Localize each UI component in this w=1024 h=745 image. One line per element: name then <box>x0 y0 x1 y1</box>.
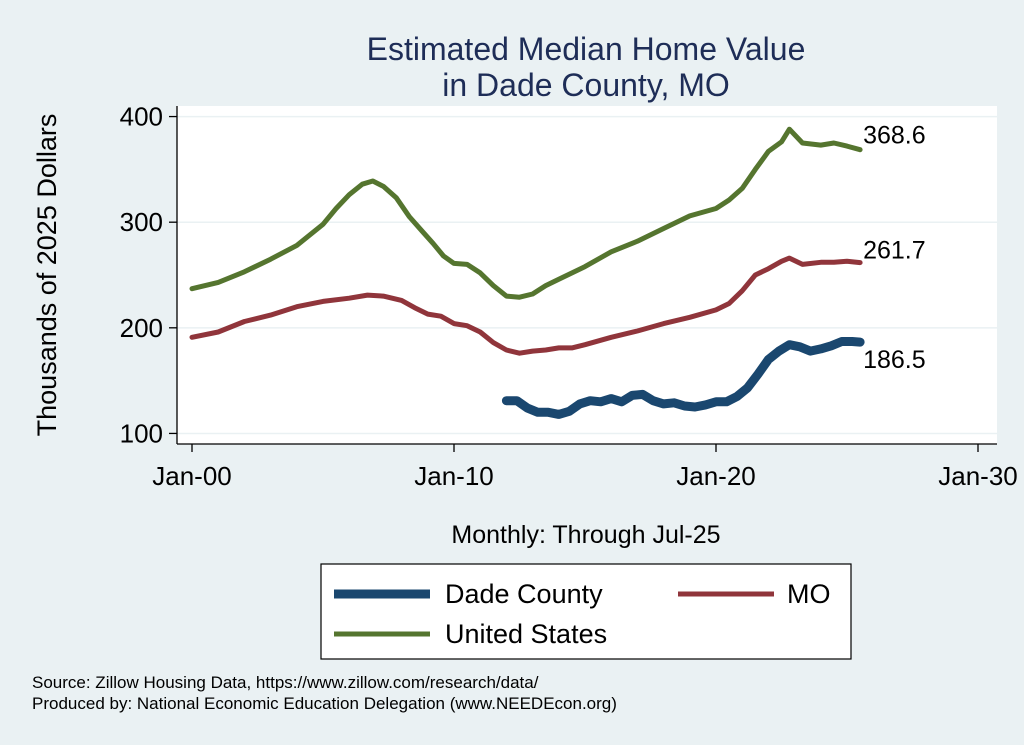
footer: Source: Zillow Housing Data, https://www… <box>32 672 617 714</box>
plot-area <box>177 106 997 444</box>
y-tick-label-200: 200 <box>120 313 163 343</box>
line-chart: Estimated Median Home Value in Dade Coun… <box>32 31 1018 660</box>
y-tick-label-100: 100 <box>120 418 163 448</box>
legend-label-mo: MO <box>787 579 831 609</box>
series-line-mo <box>189 255 863 356</box>
end-label-united-states: 368.6 <box>863 122 926 150</box>
x-tick-label-jan-10: Jan-10 <box>414 461 494 491</box>
series-line-united-states <box>189 126 863 300</box>
end-label-dade-county: 186.5 <box>863 346 926 374</box>
x-tick-label-jan-20: Jan-20 <box>676 461 756 491</box>
legend-label-dade-county: Dade County <box>445 579 603 609</box>
chart-title-line-2: in Dade County, MO <box>442 67 730 103</box>
producer-note: Produced by: National Economic Education… <box>32 694 617 713</box>
legend-label-united-states: United States <box>445 619 607 649</box>
y-tick-label-300: 300 <box>120 207 163 237</box>
x-tick-label-jan-30: Jan-30 <box>938 461 1018 491</box>
legend-box <box>320 563 852 660</box>
end-label-mo: 261.7 <box>863 237 926 265</box>
y-axis-label: Thousands of 2025 Dollars <box>32 114 62 437</box>
series-lines <box>189 126 865 419</box>
chart-title-line-1: Estimated Median Home Value <box>367 31 806 67</box>
axes: 100 200 300 400 Jan-00 Jan-10 Jan-20 Jan-30 <box>120 102 1018 491</box>
legend: Dade County MO United States <box>320 563 852 660</box>
y-tick-label-400: 400 <box>120 102 163 132</box>
end-labels: 368.6 261.7 186.5 <box>863 122 926 374</box>
source-note: Source: Zillow Housing Data, https://www… <box>32 673 539 692</box>
series-line-dade-county <box>501 337 865 419</box>
x-axis-label: Monthly: Through Jul-25 <box>451 521 720 549</box>
gridlines <box>177 115 997 435</box>
x-tick-label-jan-00: Jan-00 <box>152 461 232 491</box>
